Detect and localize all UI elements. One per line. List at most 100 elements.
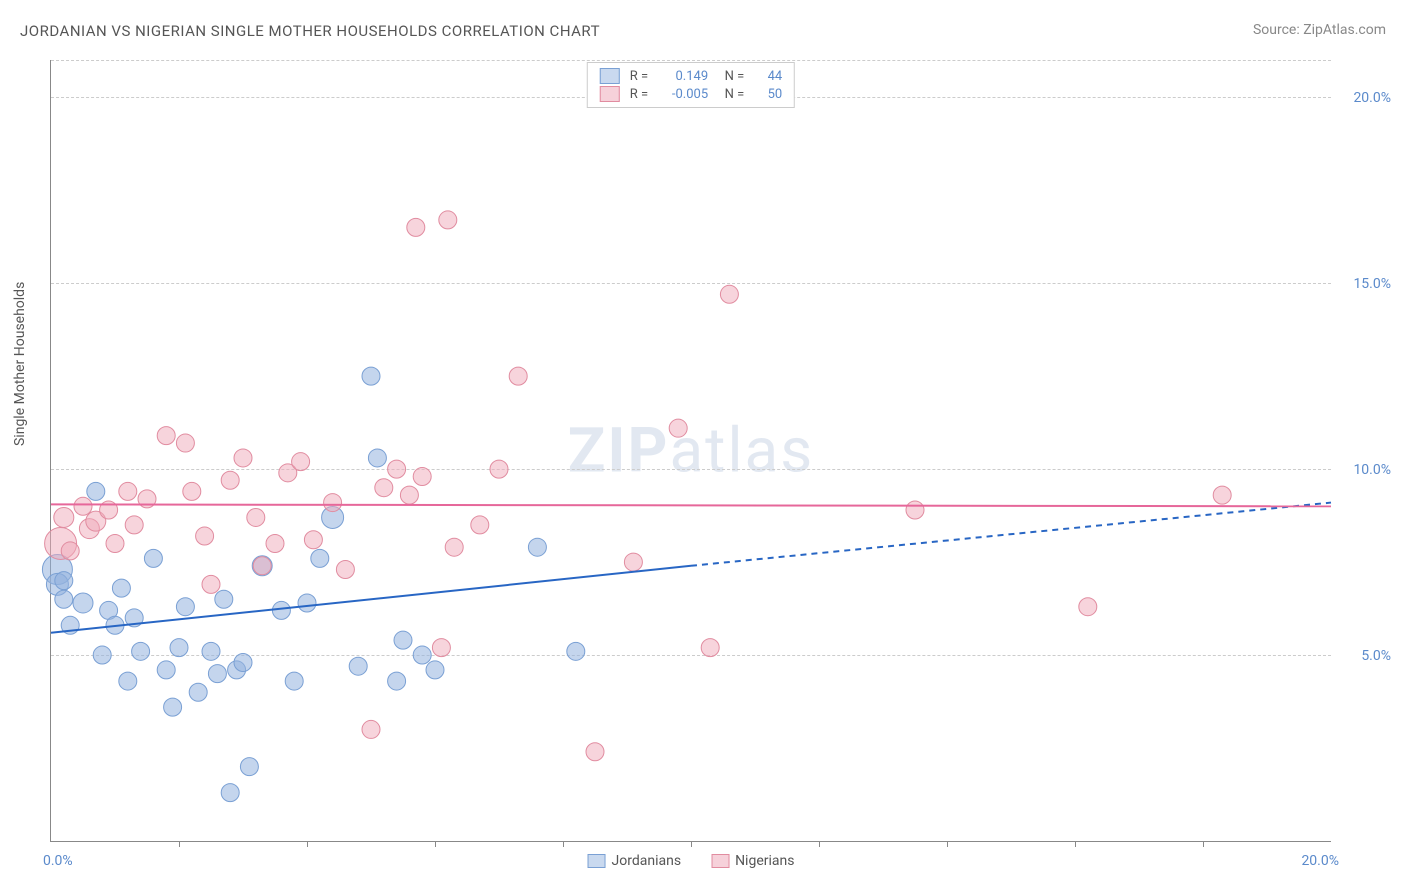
x-tick bbox=[179, 841, 180, 847]
scatter-point bbox=[324, 494, 342, 512]
scatter-svg bbox=[51, 60, 1331, 841]
scatter-point bbox=[906, 501, 924, 519]
x-tick bbox=[691, 841, 692, 847]
legend-row-jordanians: R = 0.149 N = 44 bbox=[600, 67, 782, 85]
scatter-point bbox=[311, 549, 329, 567]
scatter-point bbox=[413, 468, 431, 486]
scatter-point bbox=[93, 646, 111, 664]
scatter-point bbox=[164, 698, 182, 716]
scatter-point bbox=[189, 683, 207, 701]
y-tick-label: 5.0% bbox=[1361, 648, 1391, 664]
legend-item-jordanians: Jordanians bbox=[588, 853, 682, 869]
scatter-point bbox=[176, 434, 194, 452]
swatch-nigerians-bottom bbox=[711, 854, 729, 868]
scatter-point bbox=[490, 460, 508, 478]
scatter-point bbox=[1079, 598, 1097, 616]
scatter-point bbox=[394, 631, 412, 649]
y-tick-label: 15.0% bbox=[1353, 276, 1391, 292]
scatter-point bbox=[125, 516, 143, 534]
scatter-point bbox=[285, 672, 303, 690]
y-axis-title: Single Mother Households bbox=[12, 282, 28, 446]
scatter-point bbox=[157, 661, 175, 679]
scatter-point bbox=[196, 527, 214, 545]
trend-line-dashed bbox=[691, 503, 1331, 566]
x-tick bbox=[435, 841, 436, 847]
scatter-point bbox=[87, 482, 105, 500]
bottom-legend: Jordanians Nigerians bbox=[588, 853, 795, 869]
correlation-legend: R = 0.149 N = 44 R = -0.005 N = 50 bbox=[587, 62, 795, 108]
scatter-point bbox=[202, 575, 220, 593]
scatter-point bbox=[388, 672, 406, 690]
scatter-point bbox=[221, 784, 239, 802]
x-tick bbox=[563, 841, 564, 847]
scatter-point bbox=[272, 601, 290, 619]
scatter-point bbox=[234, 653, 252, 671]
scatter-point bbox=[240, 758, 258, 776]
scatter-point bbox=[567, 642, 585, 660]
scatter-point bbox=[157, 427, 175, 445]
scatter-point bbox=[253, 557, 271, 575]
scatter-point bbox=[112, 579, 130, 597]
scatter-point bbox=[202, 642, 220, 660]
chart-title: JORDANIAN VS NIGERIAN SINGLE MOTHER HOUS… bbox=[20, 22, 600, 40]
scatter-point bbox=[170, 639, 188, 657]
scatter-point bbox=[349, 657, 367, 675]
scatter-point bbox=[669, 419, 687, 437]
scatter-point bbox=[426, 661, 444, 679]
scatter-point bbox=[132, 642, 150, 660]
scatter-point bbox=[119, 482, 137, 500]
trend-line bbox=[51, 504, 1331, 506]
x-tick bbox=[947, 841, 948, 847]
x-axis-min-label: 0.0% bbox=[43, 853, 73, 869]
y-tick-label: 20.0% bbox=[1353, 90, 1391, 106]
scatter-point bbox=[413, 646, 431, 664]
scatter-point bbox=[55, 572, 73, 590]
scatter-point bbox=[445, 538, 463, 556]
scatter-point bbox=[176, 598, 194, 616]
scatter-point bbox=[439, 211, 457, 229]
scatter-point bbox=[432, 639, 450, 657]
legend-item-nigerians: Nigerians bbox=[711, 853, 794, 869]
source-label: Source: ZipAtlas.com bbox=[1253, 22, 1386, 38]
scatter-point bbox=[304, 531, 322, 549]
scatter-point bbox=[368, 449, 386, 467]
scatter-point bbox=[74, 497, 92, 515]
scatter-point bbox=[266, 534, 284, 552]
scatter-point bbox=[400, 486, 418, 504]
scatter-point bbox=[509, 367, 527, 385]
scatter-point bbox=[54, 507, 74, 527]
scatter-point bbox=[144, 549, 162, 567]
swatch-nigerians bbox=[600, 86, 620, 102]
scatter-point bbox=[720, 285, 738, 303]
scatter-point bbox=[1213, 486, 1231, 504]
scatter-point bbox=[528, 538, 546, 556]
scatter-point bbox=[298, 594, 316, 612]
legend-row-nigerians: R = -0.005 N = 50 bbox=[600, 85, 782, 103]
scatter-point bbox=[208, 665, 226, 683]
scatter-point bbox=[119, 672, 137, 690]
scatter-point bbox=[247, 508, 265, 526]
swatch-jordanians-bottom bbox=[588, 854, 606, 868]
scatter-point bbox=[73, 593, 93, 613]
scatter-point bbox=[471, 516, 489, 534]
x-tick bbox=[307, 841, 308, 847]
plot-area: ZIPatlas 5.0%10.0%15.0%20.0% R = 0.149 N… bbox=[50, 60, 1331, 842]
scatter-point bbox=[106, 534, 124, 552]
scatter-point bbox=[215, 590, 233, 608]
scatter-point bbox=[234, 449, 252, 467]
trend-line bbox=[51, 566, 691, 633]
scatter-point bbox=[388, 460, 406, 478]
scatter-point bbox=[407, 218, 425, 236]
x-tick bbox=[819, 841, 820, 847]
scatter-point bbox=[375, 479, 393, 497]
scatter-point bbox=[292, 453, 310, 471]
x-tick bbox=[1203, 841, 1204, 847]
scatter-point bbox=[221, 471, 239, 489]
x-tick bbox=[1075, 841, 1076, 847]
scatter-point bbox=[362, 367, 380, 385]
y-tick-label: 10.0% bbox=[1353, 462, 1391, 478]
scatter-point bbox=[183, 482, 201, 500]
scatter-point bbox=[586, 743, 604, 761]
scatter-point bbox=[61, 542, 79, 560]
scatter-point bbox=[55, 590, 73, 608]
